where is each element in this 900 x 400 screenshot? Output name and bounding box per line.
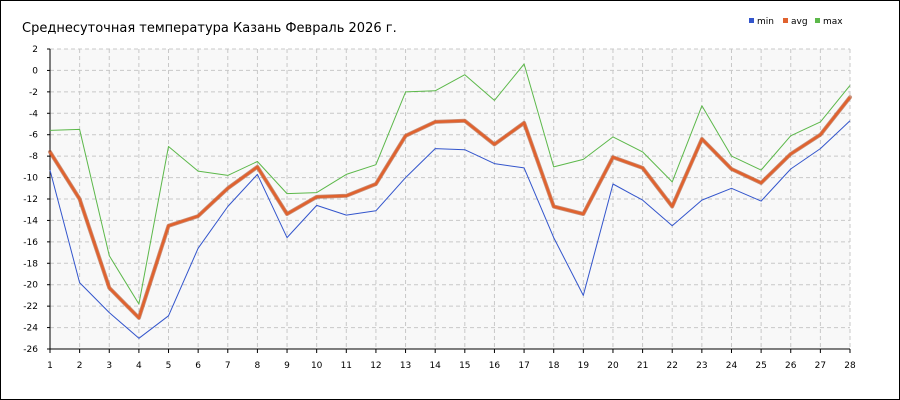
x-tick-label: 16 [489, 361, 501, 371]
x-tick-label: 18 [548, 361, 560, 371]
x-tick-label: 22 [666, 361, 677, 371]
y-tick-label: -22 [23, 302, 38, 312]
x-tick-label: 28 [844, 361, 856, 371]
series-line-avg [48, 96, 851, 320]
x-tick-label: 15 [459, 361, 470, 371]
x-tick-label: 19 [578, 361, 590, 371]
x-tick-label: 7 [225, 361, 231, 371]
x-tick-label: 27 [815, 361, 826, 371]
x-tick-label: 14 [429, 361, 441, 371]
legend-swatch-avg [783, 18, 788, 23]
x-tick-label: 10 [311, 361, 323, 371]
y-tick-label: -6 [29, 131, 38, 141]
y-tick-label: -16 [23, 238, 38, 248]
x-tick-label: 21 [637, 361, 648, 371]
x-tick-label: 17 [518, 361, 529, 371]
y-tick-label: -4 [29, 109, 38, 119]
y-tick-label: -14 [23, 216, 38, 226]
y-tick-label: 2 [32, 45, 38, 55]
legend-swatch-max [815, 18, 820, 23]
x-tick-label: 13 [400, 361, 411, 371]
legend-label-avg: avg [791, 17, 808, 27]
legend-label-max: max [823, 17, 843, 27]
x-tick-label: 9 [284, 361, 290, 371]
x-tick-label: 23 [696, 361, 707, 371]
series-lines [48, 63, 852, 339]
x-tick-label: 20 [607, 361, 619, 371]
y-tick-label: 0 [32, 66, 38, 76]
legend-swatch-min [749, 18, 754, 23]
y-tick-label: -8 [29, 152, 38, 162]
axes: 20-2-4-6-8-10-12-14-16-18-20-22-24-261 2 3… [23, 45, 856, 371]
x-tick-label: 2 [77, 361, 83, 371]
x-tick-label: 12 [370, 361, 381, 371]
x-tick-label: 5 [166, 361, 172, 371]
x-tick-label: 3 [106, 361, 112, 371]
y-tick-label: -2 [29, 88, 38, 98]
y-tick-label: -24 [23, 324, 38, 334]
x-tick-label: 26 [785, 361, 797, 371]
x-tick-label: 1 [47, 361, 53, 371]
y-tick-label: -10 [23, 174, 38, 184]
legend-label-min: min [757, 17, 774, 27]
x-tick-label: 6 [195, 361, 201, 371]
x-tick-label: 11 [341, 361, 352, 371]
series-line-max [49, 63, 851, 305]
chart-title: Среднесуточная температура Казань Феврал… [22, 21, 397, 36]
y-tick-label: -20 [23, 281, 38, 291]
series-line-min [49, 120, 851, 339]
legend: min avg max [749, 17, 843, 27]
x-tick-label: 4 [136, 361, 142, 371]
y-tick-label: -12 [23, 195, 38, 205]
y-tick-label: -26 [23, 345, 38, 355]
x-tick-label: 8 [255, 361, 261, 371]
x-tick-label: 25 [755, 361, 766, 371]
y-tick-label: -18 [23, 259, 38, 269]
x-tick-label: 24 [726, 361, 738, 371]
